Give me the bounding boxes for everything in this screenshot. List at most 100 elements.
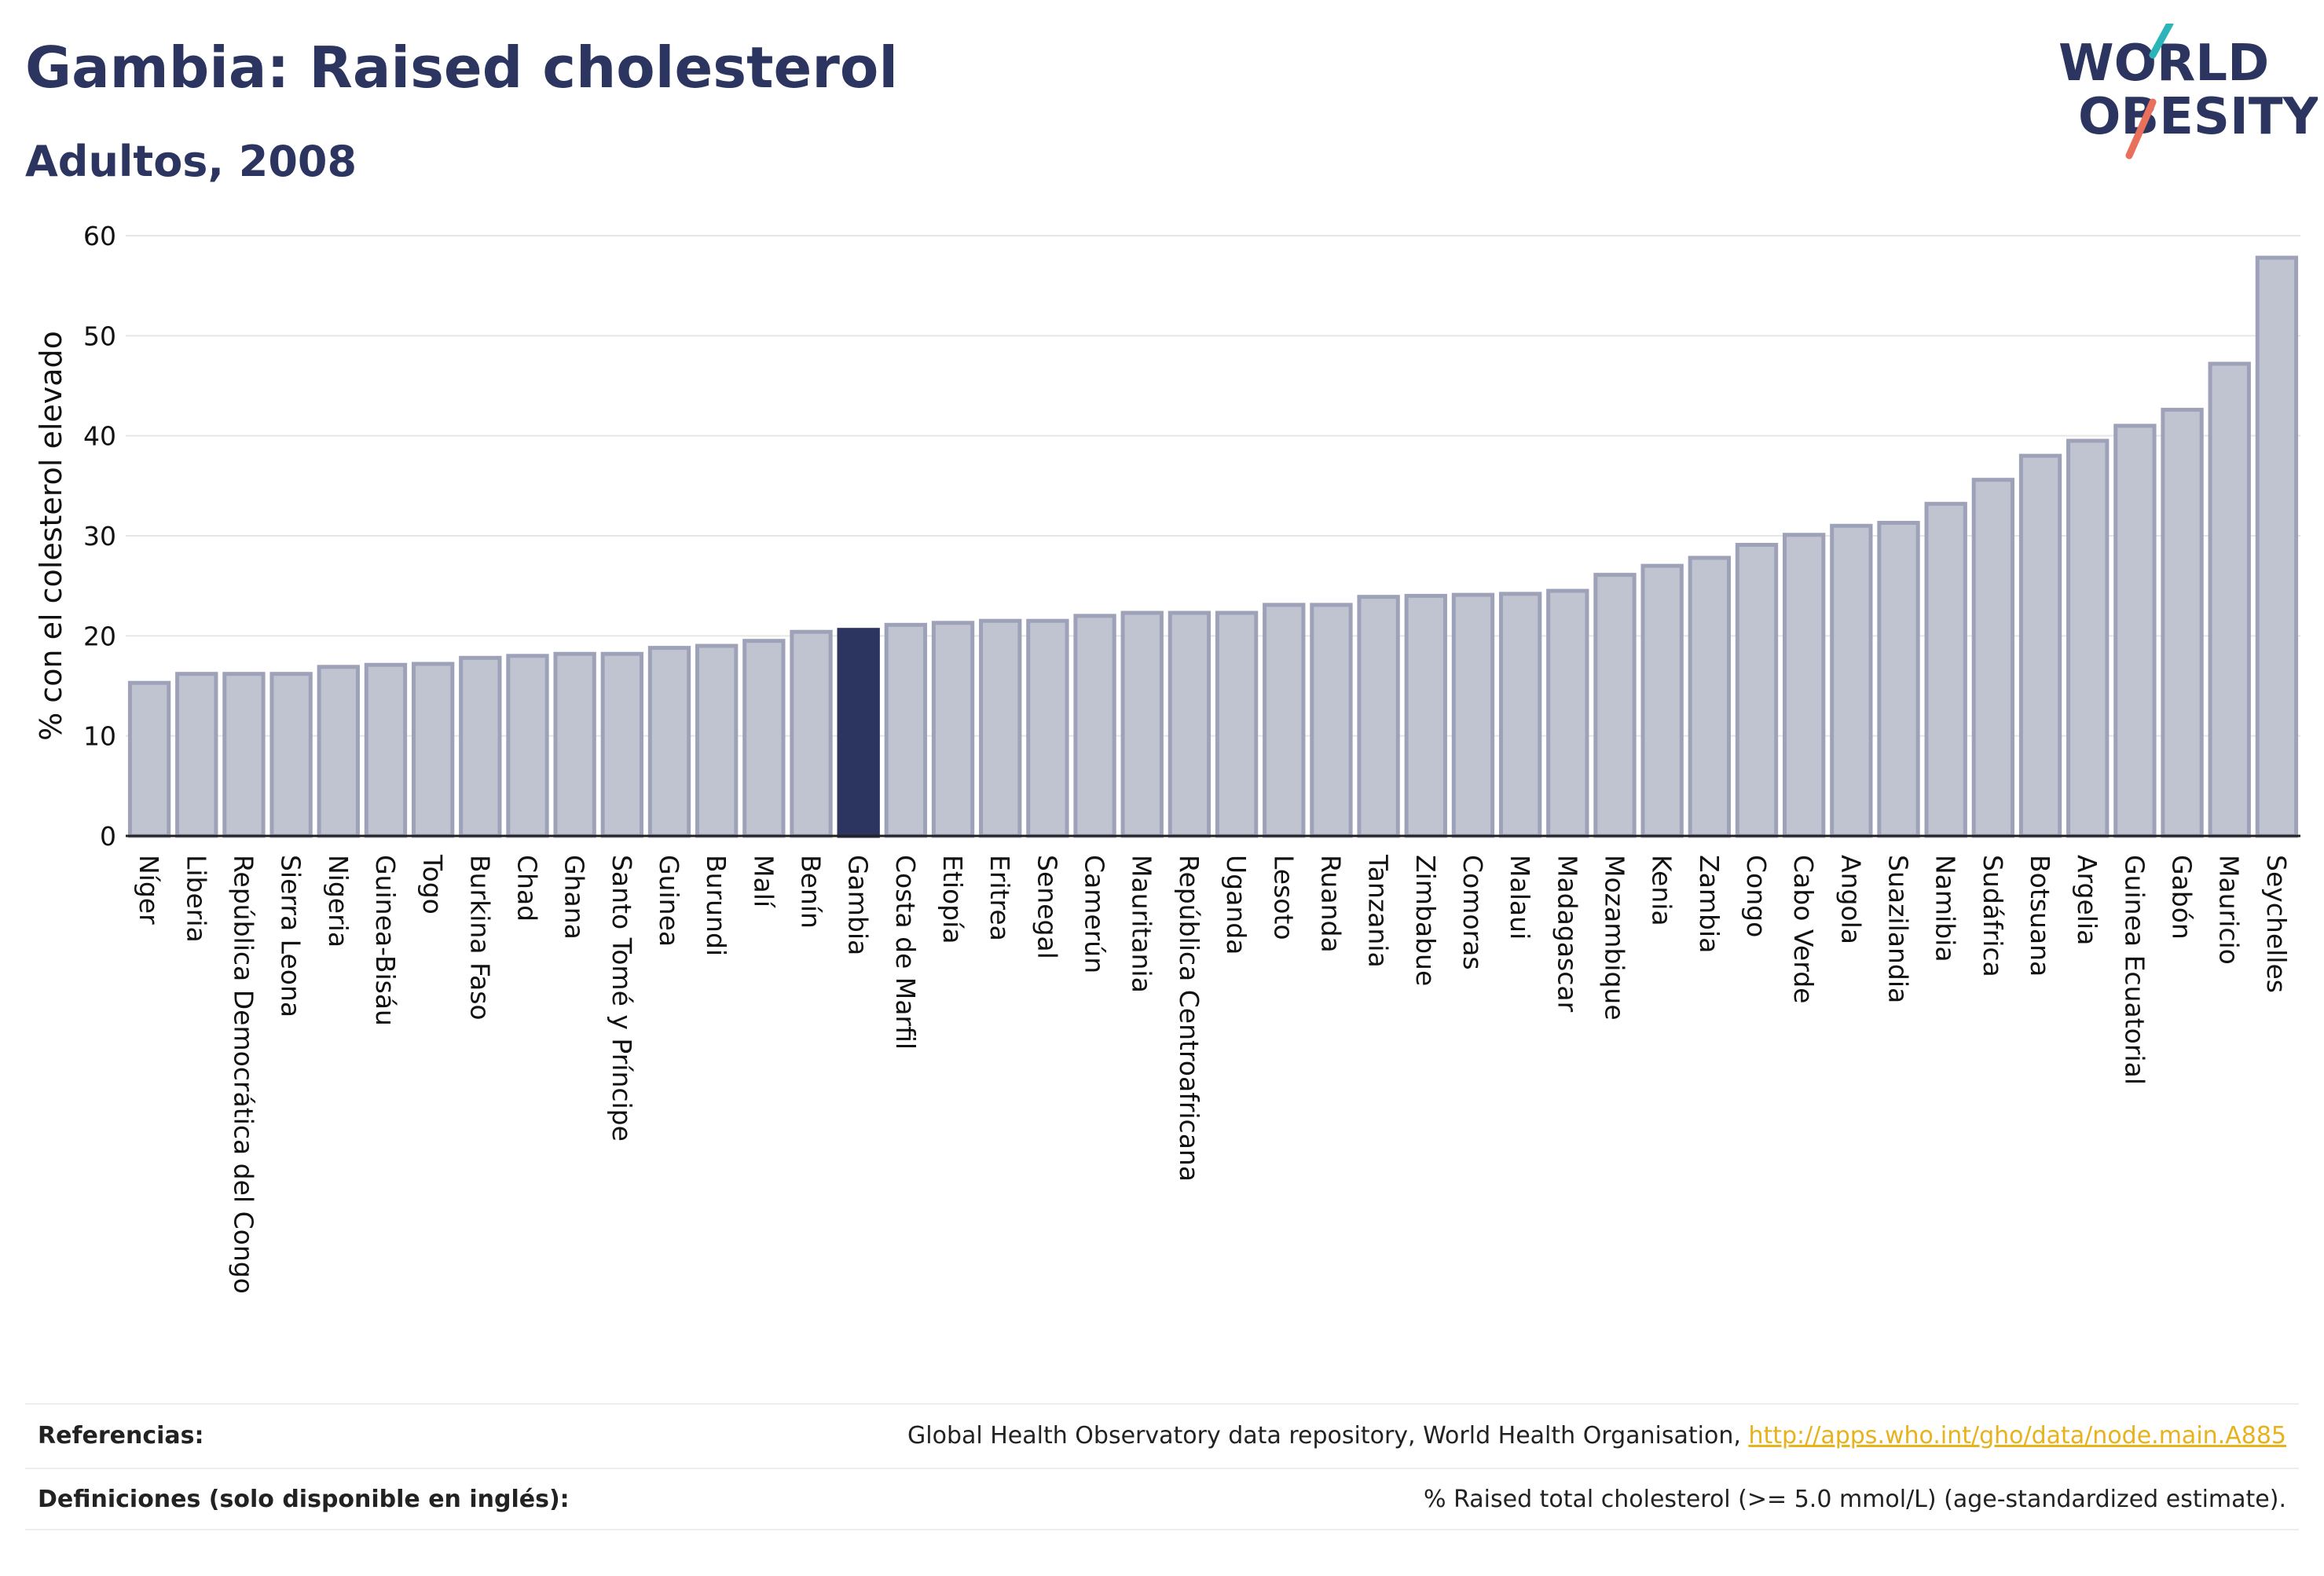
- x-tick-label: Zimbabue: [1410, 855, 1441, 986]
- x-tick-label: Níger: [134, 855, 164, 925]
- bar: [1073, 614, 1116, 838]
- bar: [1263, 603, 1306, 838]
- y-tick-label: 50: [83, 321, 116, 351]
- x-tick-label: Tanzania: [1363, 854, 1394, 968]
- bar: [1593, 573, 1637, 838]
- chart-title: Gambia: Raised cholesterol: [25, 35, 899, 101]
- bar: [411, 662, 455, 838]
- bar: [837, 628, 880, 838]
- bar: [1026, 618, 1069, 838]
- x-tick-label: Namibia: [1930, 855, 1961, 962]
- x-tick-label: Camerún: [1080, 855, 1110, 973]
- x-tick-label: Cabo Verde: [1788, 855, 1819, 1003]
- bar: [2208, 361, 2251, 838]
- bar: [1688, 555, 1731, 838]
- x-tick-label: Ruanda: [1315, 855, 1346, 953]
- bar: [1783, 533, 1826, 838]
- x-tick-label: Senegal: [1032, 855, 1062, 959]
- bar: [1404, 593, 1447, 838]
- x-tick-label: Togo: [417, 854, 448, 914]
- bar: [1640, 563, 1684, 838]
- references-text: Global Health Observatory data repositor…: [907, 1421, 1749, 1450]
- bar: [1310, 603, 1353, 838]
- x-tick-label: Guinea Ecuatorial: [2119, 855, 2150, 1085]
- x-tick-label: Eritrea: [984, 855, 1015, 941]
- x-tick-label: Zambia: [1694, 855, 1725, 953]
- x-tick-label: Uganda: [1221, 855, 1252, 955]
- references-value: Global Health Observatory data repositor…: [907, 1422, 2286, 1450]
- bar: [2066, 438, 2110, 838]
- x-tick-label: Guinea: [654, 855, 684, 947]
- x-tick-label: Congo: [1741, 855, 1772, 937]
- bar: [1735, 542, 1779, 838]
- bar: [1451, 592, 1495, 838]
- x-tick-label: Nigeria: [323, 855, 354, 947]
- bar: [790, 629, 833, 838]
- logo-line2: OBESITY: [2078, 88, 2318, 146]
- bar: [2018, 453, 2062, 838]
- logo-slash-top: [2149, 24, 2174, 59]
- y-tick-label: 0: [100, 821, 116, 852]
- x-tick-label: Comoras: [1457, 855, 1488, 970]
- x-tick-label: Gabón: [2167, 855, 2198, 940]
- bar: [127, 680, 171, 838]
- y-tick-label: 20: [83, 621, 116, 651]
- bar: [459, 655, 502, 838]
- y-tick-label: 60: [83, 221, 116, 251]
- x-tick-label: Sierra Leona: [276, 855, 306, 1017]
- x-tick-label: Lesoto: [1268, 855, 1299, 940]
- x-tick-label: Burkina Faso: [464, 855, 495, 1021]
- x-tick-label: Kenia: [1647, 855, 1677, 926]
- x-tick-label: Sudáfrica: [1978, 855, 2008, 977]
- definitions-label: Definiciones (solo disponible en inglés)…: [38, 1485, 570, 1513]
- x-tick-label: República Centroafricana: [1174, 855, 1204, 1182]
- definitions-row: Definiciones (solo disponible en inglés)…: [25, 1468, 2299, 1530]
- y-tick-label: 10: [83, 721, 116, 752]
- bar: [2255, 255, 2299, 838]
- x-tick-label: Etiopía: [937, 855, 968, 944]
- bar: [222, 672, 266, 838]
- bar: [931, 621, 975, 838]
- x-tick-label: Benín: [796, 855, 827, 929]
- bar: [317, 665, 360, 838]
- bar: [1546, 588, 1589, 838]
- bar: [695, 643, 739, 838]
- bar: [553, 651, 596, 838]
- bar: [1924, 501, 1967, 838]
- footer: Referencias: Global Health Observatory d…: [25, 1403, 2299, 1530]
- x-tick-label: Malí: [748, 855, 779, 909]
- x-tick-label: Mozambique: [1599, 855, 1629, 1021]
- bar: [647, 646, 691, 838]
- y-tick-label: 30: [83, 521, 116, 552]
- bar: [175, 672, 218, 838]
- x-tick-label: Santo Tomé y Príncipe: [607, 855, 637, 1142]
- x-tick-label: Guinea-Bisáu: [370, 855, 401, 1026]
- bar: [1877, 520, 1920, 838]
- y-axis-title: % con el colesterol elevado: [34, 331, 68, 741]
- x-axis-labels: Níger Liberia República Democrática del Co…: [134, 854, 2292, 1294]
- bar: [1120, 610, 1164, 838]
- x-tick-label: Costa de Marfil: [890, 855, 921, 1050]
- references-row: Referencias: Global Health Observatory d…: [25, 1403, 2299, 1466]
- bar: [1215, 610, 1259, 838]
- references-link[interactable]: http://apps.who.int/gho/data/node.main.A…: [1748, 1421, 2286, 1450]
- logo-line1: WORLD: [2058, 35, 2269, 93]
- x-tick-label: Burundi: [701, 855, 731, 956]
- bar: [600, 651, 643, 838]
- bar: [742, 639, 786, 838]
- bar: [1357, 595, 1400, 838]
- bar: [884, 622, 928, 838]
- x-tick-label: Mauritania: [1127, 855, 1157, 993]
- bar: [1971, 478, 2015, 838]
- x-tick-label: Liberia: [181, 855, 211, 943]
- logo-slash-bottom: [2125, 98, 2157, 159]
- bar: [2113, 423, 2157, 838]
- x-tick-label: Mauricio: [2214, 855, 2245, 965]
- bar: [1830, 523, 1873, 838]
- x-tick-label: Argelia: [2072, 855, 2102, 945]
- bar: [979, 618, 1022, 838]
- definitions-value: % Raised total cholesterol (>= 5.0 mmol/…: [1424, 1485, 2286, 1513]
- world-obesity-logo: WORLD OBESITY: [2058, 24, 2318, 159]
- x-tick-label: Ghana: [559, 855, 590, 940]
- chart-subtitle: Adultos, 2008: [25, 137, 357, 186]
